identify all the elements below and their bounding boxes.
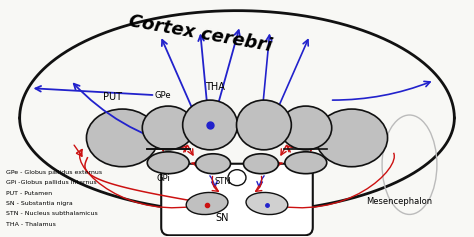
Text: SN: SN	[215, 213, 229, 223]
Ellipse shape	[237, 100, 292, 150]
Ellipse shape	[228, 170, 246, 186]
Ellipse shape	[86, 109, 158, 167]
Ellipse shape	[186, 192, 228, 214]
Text: GPi -Globus pallidus internus: GPi -Globus pallidus internus	[6, 180, 96, 185]
Ellipse shape	[196, 154, 230, 174]
Ellipse shape	[246, 192, 288, 214]
Ellipse shape	[142, 106, 194, 150]
Text: GPe - Globus pallidus externus: GPe - Globus pallidus externus	[6, 170, 102, 175]
Text: PUT - Putamen: PUT - Putamen	[6, 191, 52, 196]
Ellipse shape	[147, 152, 189, 174]
Text: THA: THA	[205, 82, 225, 92]
Text: Mesencephalon: Mesencephalon	[366, 197, 433, 206]
Ellipse shape	[244, 154, 278, 174]
Text: GPi: GPi	[156, 174, 170, 183]
Ellipse shape	[285, 152, 327, 174]
FancyBboxPatch shape	[161, 164, 313, 235]
Text: PUT: PUT	[103, 92, 122, 102]
Ellipse shape	[280, 106, 332, 150]
Text: STN: STN	[215, 177, 231, 186]
Text: THA - Thalamus: THA - Thalamus	[6, 222, 55, 227]
Ellipse shape	[182, 100, 237, 150]
Text: STN - Nucleus subthalamicus: STN - Nucleus subthalamicus	[6, 211, 98, 216]
Text: GPe: GPe	[155, 91, 172, 100]
Ellipse shape	[316, 109, 388, 167]
Text: Cortex cerebri: Cortex cerebri	[127, 13, 273, 55]
Text: SN - Substantia nigra: SN - Substantia nigra	[6, 201, 73, 206]
